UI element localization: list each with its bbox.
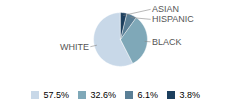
html-text:57.5%: 57.5%	[43, 89, 69, 100]
svg-text:ASIAN: ASIAN	[152, 4, 179, 14]
html-text:6.1%: 6.1%	[137, 89, 158, 100]
html-text:32.6%: 32.6%	[90, 89, 116, 100]
svg-text:WHITE: WHITE	[60, 42, 89, 52]
svg-text:BLACK: BLACK	[152, 37, 182, 47]
html-text:3.8%: 3.8%	[179, 89, 200, 100]
svg-text:HISPANIC: HISPANIC	[152, 14, 194, 24]
